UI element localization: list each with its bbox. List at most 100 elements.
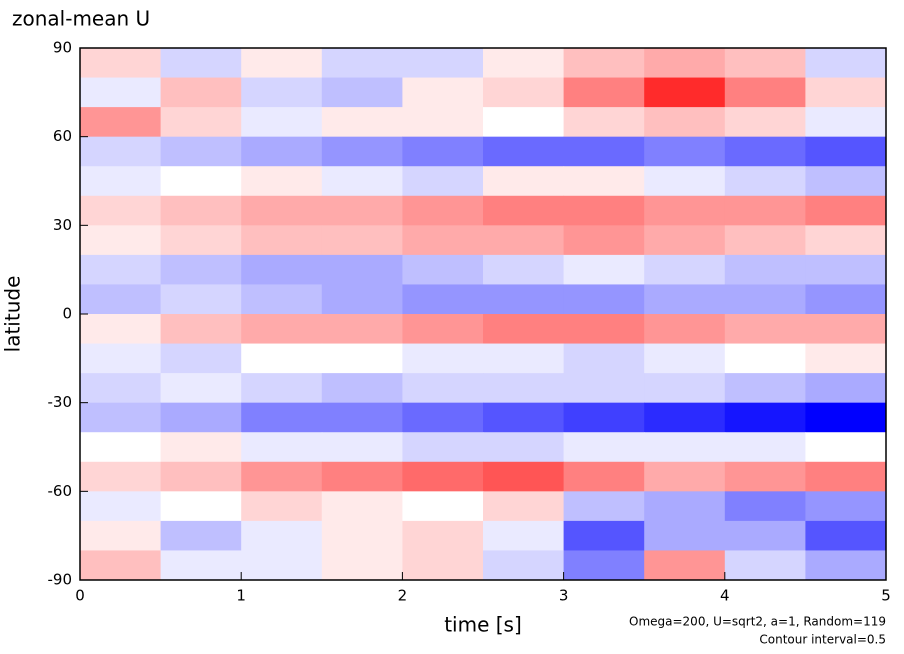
cell bbox=[644, 195, 726, 226]
cell bbox=[805, 314, 887, 345]
cell bbox=[160, 491, 242, 522]
cell bbox=[80, 166, 162, 197]
cell bbox=[563, 225, 645, 256]
cell bbox=[241, 254, 323, 285]
cell bbox=[321, 166, 403, 197]
y-tick-label: -30 bbox=[48, 393, 73, 411]
cell bbox=[321, 520, 403, 551]
cell bbox=[80, 314, 162, 345]
cell bbox=[160, 520, 242, 551]
y-tick-label: -90 bbox=[48, 571, 73, 589]
cell bbox=[402, 491, 484, 522]
cell bbox=[724, 314, 806, 345]
cell bbox=[321, 343, 403, 374]
cell bbox=[644, 550, 726, 581]
cell bbox=[483, 284, 565, 315]
y-tick-label: 0 bbox=[62, 305, 72, 323]
cell bbox=[563, 314, 645, 345]
cell bbox=[644, 432, 726, 463]
cell bbox=[724, 136, 806, 167]
cell bbox=[483, 136, 565, 167]
cell bbox=[321, 432, 403, 463]
cell bbox=[483, 461, 565, 492]
cell bbox=[321, 77, 403, 108]
cell bbox=[483, 550, 565, 581]
chart-title: zonal-mean U bbox=[12, 7, 150, 31]
x-tick-label: 2 bbox=[398, 587, 408, 605]
cell bbox=[241, 48, 323, 79]
cell bbox=[644, 520, 726, 551]
cell bbox=[724, 77, 806, 108]
cell bbox=[805, 166, 887, 197]
cell bbox=[160, 195, 242, 226]
cell bbox=[805, 520, 887, 551]
cell bbox=[805, 254, 887, 285]
cell bbox=[321, 225, 403, 256]
cell bbox=[724, 491, 806, 522]
cell bbox=[724, 461, 806, 492]
cell bbox=[160, 314, 242, 345]
cell bbox=[805, 77, 887, 108]
cell bbox=[805, 284, 887, 315]
cell bbox=[321, 491, 403, 522]
cell bbox=[483, 343, 565, 374]
note: Omega=200, U=sqrt2, a=1, Random=119 bbox=[629, 615, 886, 629]
cell bbox=[160, 402, 242, 433]
note: Contour interval=0.5 bbox=[759, 633, 886, 647]
cell bbox=[563, 136, 645, 167]
cell bbox=[160, 107, 242, 138]
cell bbox=[483, 432, 565, 463]
cell bbox=[321, 284, 403, 315]
cell bbox=[80, 77, 162, 108]
cell bbox=[321, 402, 403, 433]
cell bbox=[321, 107, 403, 138]
y-tick-label: 30 bbox=[53, 216, 72, 234]
cell bbox=[644, 254, 726, 285]
cell bbox=[402, 343, 484, 374]
cell bbox=[563, 195, 645, 226]
cell bbox=[563, 48, 645, 79]
cell bbox=[402, 254, 484, 285]
cell bbox=[724, 254, 806, 285]
cell bbox=[321, 550, 403, 581]
cell bbox=[241, 432, 323, 463]
cell bbox=[483, 314, 565, 345]
cell bbox=[80, 520, 162, 551]
cell bbox=[80, 343, 162, 374]
cell bbox=[805, 343, 887, 374]
cell bbox=[241, 402, 323, 433]
cell bbox=[724, 402, 806, 433]
cell bbox=[402, 432, 484, 463]
cell bbox=[563, 461, 645, 492]
cell bbox=[241, 195, 323, 226]
cell bbox=[724, 343, 806, 374]
cell bbox=[80, 461, 162, 492]
cell bbox=[80, 550, 162, 581]
cell bbox=[80, 225, 162, 256]
cell bbox=[805, 225, 887, 256]
cell bbox=[402, 520, 484, 551]
cell bbox=[241, 225, 323, 256]
cell bbox=[805, 461, 887, 492]
cell bbox=[563, 550, 645, 581]
cell bbox=[563, 284, 645, 315]
cell bbox=[724, 195, 806, 226]
y-tick-label: 60 bbox=[53, 127, 72, 145]
x-tick-label: 3 bbox=[559, 587, 569, 605]
cell bbox=[321, 373, 403, 404]
cell bbox=[160, 432, 242, 463]
cell bbox=[241, 284, 323, 315]
cell bbox=[805, 550, 887, 581]
cell bbox=[563, 491, 645, 522]
cell bbox=[241, 520, 323, 551]
cell bbox=[160, 461, 242, 492]
cell bbox=[80, 432, 162, 463]
y-axis-label: latitude bbox=[1, 276, 25, 353]
cell bbox=[563, 107, 645, 138]
cell bbox=[483, 166, 565, 197]
cell bbox=[402, 550, 484, 581]
cell bbox=[724, 225, 806, 256]
cell bbox=[483, 77, 565, 108]
cell bbox=[644, 48, 726, 79]
cell bbox=[80, 373, 162, 404]
